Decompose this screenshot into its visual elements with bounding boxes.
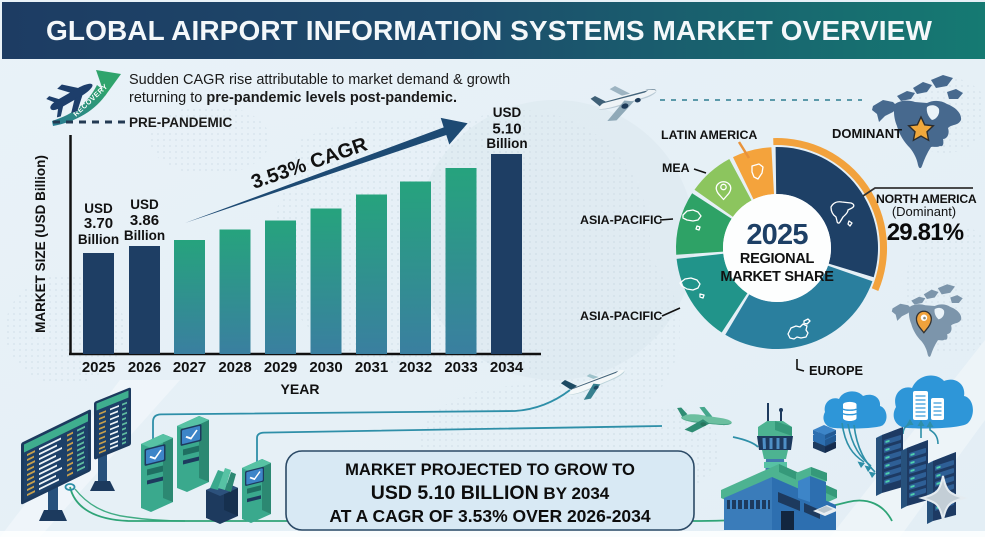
svg-text:2030: 2030	[309, 359, 342, 376]
svg-text:2029: 2029	[264, 359, 297, 376]
svg-text:2031: 2031	[355, 359, 388, 376]
svg-text:Billion: Billion	[486, 136, 527, 151]
svg-text:MARKET SHARE: MARKET SHARE	[720, 269, 834, 285]
svg-text:ASIA-PACIFIC: ASIA-PACIFIC	[580, 213, 662, 227]
svg-text:REGIONAL: REGIONAL	[740, 251, 815, 267]
svg-text:EUROPE: EUROPE	[809, 363, 864, 378]
svg-text:Billion: Billion	[124, 228, 165, 243]
svg-text:USD: USD	[84, 201, 113, 216]
svg-text:2028: 2028	[218, 359, 251, 376]
svg-text:2034: 2034	[490, 359, 524, 376]
svg-text:NORTH AMERICA: NORTH AMERICA	[876, 192, 977, 206]
svg-text:ASIA-PACIFIC: ASIA-PACIFIC	[580, 309, 662, 323]
svg-text:LATIN AMERICA: LATIN AMERICA	[661, 128, 757, 142]
svg-text:Sudden CAGR rise attributable: Sudden CAGR rise attributable to market …	[129, 72, 510, 88]
svg-text:(Dominant): (Dominant)	[892, 204, 956, 219]
svg-text:MEA: MEA	[662, 161, 690, 175]
svg-text:MARKET SIZE (USD Billion): MARKET SIZE (USD Billion)	[33, 155, 48, 333]
svg-text:3.86: 3.86	[130, 212, 159, 229]
svg-text:29.81%: 29.81%	[887, 219, 964, 246]
svg-text:USD: USD	[130, 197, 159, 212]
svg-text:2025: 2025	[82, 359, 115, 376]
svg-text:MARKET PROJECTED TO GROW TO: MARKET PROJECTED TO GROW TO	[345, 460, 635, 479]
svg-text:2025: 2025	[746, 219, 808, 251]
svg-text:AT A CAGR OF 3.53% OVER 2026-2: AT A CAGR OF 3.53% OVER 2026-2034	[329, 506, 651, 526]
svg-text:2027: 2027	[173, 359, 206, 376]
svg-text:2033: 2033	[444, 359, 477, 376]
svg-text:USD: USD	[493, 105, 522, 120]
svg-text:YEAR: YEAR	[281, 381, 320, 397]
svg-text:Billion: Billion	[78, 232, 119, 247]
svg-text:2032: 2032	[399, 359, 432, 376]
svg-text:GLOBAL AIRPORT INFORMATION SYS: GLOBAL AIRPORT INFORMATION SYSTEMS MARKE…	[46, 15, 932, 46]
svg-text:2026: 2026	[128, 359, 161, 376]
svg-text:DOMINANT: DOMINANT	[832, 126, 902, 141]
svg-text:USD 5.10 BILLION BY 2034: USD 5.10 BILLION BY 2034	[371, 482, 610, 504]
svg-text:PRE-PANDEMIC: PRE-PANDEMIC	[129, 115, 233, 130]
svg-text:5.10: 5.10	[492, 121, 521, 138]
svg-text:returning to pre-pandemic leve: returning to pre-pandemic levels post-pa…	[129, 90, 457, 106]
svg-text:3.70: 3.70	[84, 215, 113, 232]
